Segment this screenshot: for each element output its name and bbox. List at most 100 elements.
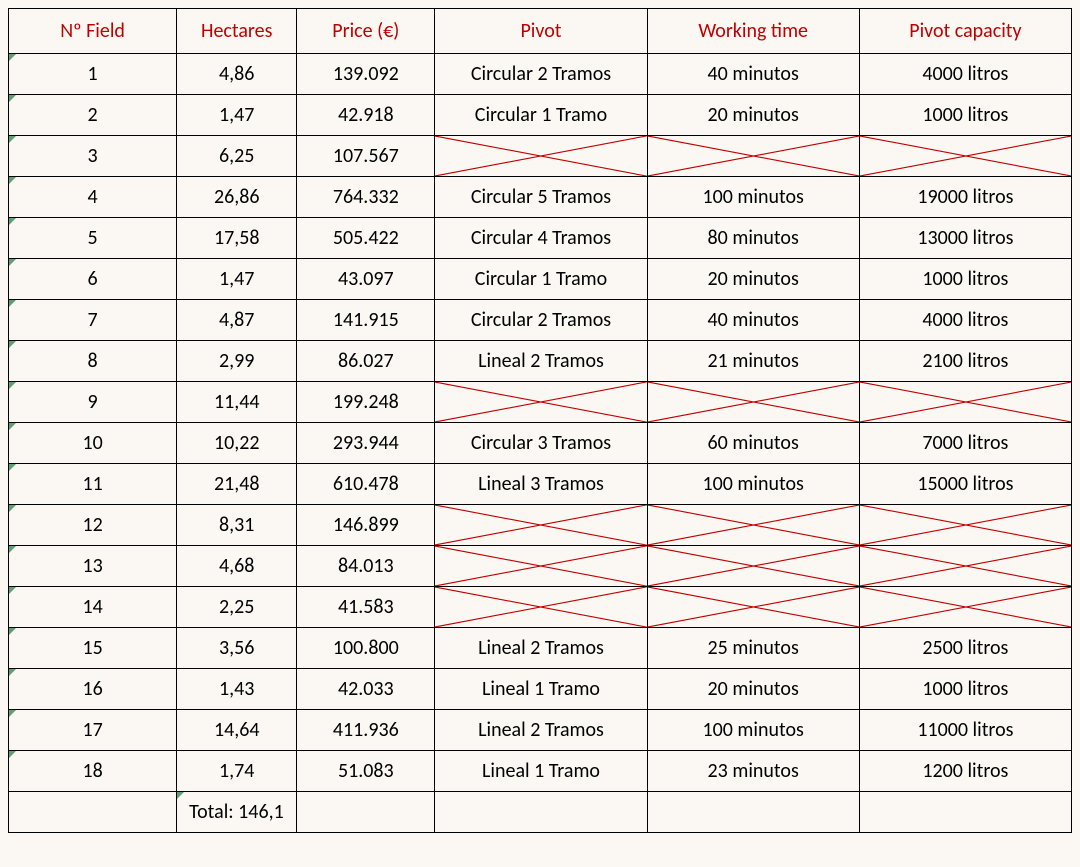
cell-capacity: 19000 litros: [859, 177, 1071, 218]
cell-empty: [9, 792, 177, 833]
fields-table: Nº Field Hectares Price (€) Pivot Workin…: [8, 8, 1072, 833]
cell-capacity: 1000 litros: [859, 669, 1071, 710]
cell-price: 43.097: [297, 259, 435, 300]
cell-price: 139.092: [297, 54, 435, 95]
table-header-row: Nº Field Hectares Price (€) Pivot Workin…: [9, 9, 1072, 54]
table-total-row: Total: 146,1: [9, 792, 1072, 833]
table-row: 161,4342.033Lineal 1 Tramo20 minutos1000…: [9, 669, 1072, 710]
cell-time: 40 minutos: [647, 300, 859, 341]
cell-capacity: 4000 litros: [859, 54, 1071, 95]
cell-time: [647, 587, 859, 628]
cell-pivot: Circular 1 Tramo: [435, 259, 647, 300]
table-row: 1010,22293.944Circular 3 Tramos60 minuto…: [9, 423, 1072, 464]
table-row: 426,86764.332Circular 5 Tramos100 minuto…: [9, 177, 1072, 218]
cell-price: 42.918: [297, 95, 435, 136]
cell-field: 8: [9, 341, 177, 382]
cell-pivot: [435, 382, 647, 423]
cell-hectares: 10,22: [177, 423, 297, 464]
cell-time: 80 minutos: [647, 218, 859, 259]
cell-field: 6: [9, 259, 177, 300]
cell-pivot: Circular 5 Tramos: [435, 177, 647, 218]
cell-total: Total: 146,1: [177, 792, 297, 833]
cell-pivot: Lineal 2 Tramos: [435, 710, 647, 751]
cell-pivot: [435, 136, 647, 177]
cell-capacity: 2500 litros: [859, 628, 1071, 669]
cell-pivot: Circular 2 Tramos: [435, 300, 647, 341]
cell-capacity: [859, 587, 1071, 628]
cell-price: 199.248: [297, 382, 435, 423]
cell-hectares: 11,44: [177, 382, 297, 423]
cell-price: 764.332: [297, 177, 435, 218]
cell-hectares: 17,58: [177, 218, 297, 259]
cell-capacity: 15000 litros: [859, 464, 1071, 505]
cell-hectares: 2,25: [177, 587, 297, 628]
cell-time: 21 minutos: [647, 341, 859, 382]
cell-price: 146.899: [297, 505, 435, 546]
cell-field: 12: [9, 505, 177, 546]
cell-capacity: 13000 litros: [859, 218, 1071, 259]
cell-hectares: 14,64: [177, 710, 297, 751]
cell-field: 15: [9, 628, 177, 669]
cell-hectares: 3,56: [177, 628, 297, 669]
table-row: 1714,64411.936Lineal 2 Tramos100 minutos…: [9, 710, 1072, 751]
cell-pivot: Lineal 2 Tramos: [435, 628, 647, 669]
cell-field: 14: [9, 587, 177, 628]
cell-capacity: 1000 litros: [859, 259, 1071, 300]
cell-time: [647, 505, 859, 546]
cell-field: 11: [9, 464, 177, 505]
cell-pivot: [435, 505, 647, 546]
cell-field: 10: [9, 423, 177, 464]
cell-field: 1: [9, 54, 177, 95]
cell-price: 41.583: [297, 587, 435, 628]
cell-pivot: Circular 3 Tramos: [435, 423, 647, 464]
cell-time: 100 minutos: [647, 464, 859, 505]
table-row: 61,4743.097Circular 1 Tramo20 minutos100…: [9, 259, 1072, 300]
cell-time: 100 minutos: [647, 710, 859, 751]
cell-field: 3: [9, 136, 177, 177]
cell-price: 505.422: [297, 218, 435, 259]
cell-capacity: 4000 litros: [859, 300, 1071, 341]
cell-pivot: [435, 587, 647, 628]
cell-capacity: [859, 505, 1071, 546]
cell-hectares: 1,43: [177, 669, 297, 710]
table-row: 21,4742.918Circular 1 Tramo20 minutos100…: [9, 95, 1072, 136]
cell-capacity: 1000 litros: [859, 95, 1071, 136]
table-body: 14,86139.092Circular 2 Tramos40 minutos4…: [9, 54, 1072, 833]
col-header-pivot: Pivot: [435, 9, 647, 54]
cell-time: 25 minutos: [647, 628, 859, 669]
cell-hectares: 26,86: [177, 177, 297, 218]
cell-time: 40 minutos: [647, 54, 859, 95]
cell-pivot: Circular 4 Tramos: [435, 218, 647, 259]
cell-capacity: 7000 litros: [859, 423, 1071, 464]
cell-price: 51.083: [297, 751, 435, 792]
cell-empty: [647, 792, 859, 833]
cell-hectares: 4,86: [177, 54, 297, 95]
cell-time: 20 minutos: [647, 95, 859, 136]
col-header-hectares: Hectares: [177, 9, 297, 54]
cell-capacity: 2100 litros: [859, 341, 1071, 382]
table-row: 517,58505.422Circular 4 Tramos80 minutos…: [9, 218, 1072, 259]
table-row: 1121,48610.478Lineal 3 Tramos100 minutos…: [9, 464, 1072, 505]
cell-pivot: Lineal 3 Tramos: [435, 464, 647, 505]
col-header-time: Working time: [647, 9, 859, 54]
cell-field: 4: [9, 177, 177, 218]
table-row: 134,6884.013: [9, 546, 1072, 587]
table-row: 181,7451.083Lineal 1 Tramo23 minutos1200…: [9, 751, 1072, 792]
cell-price: 411.936: [297, 710, 435, 751]
table-row: 128,31146.899: [9, 505, 1072, 546]
cell-field: 7: [9, 300, 177, 341]
cell-pivot: Circular 1 Tramo: [435, 95, 647, 136]
cell-time: 23 minutos: [647, 751, 859, 792]
cell-price: 42.033: [297, 669, 435, 710]
table-row: 36,25107.567: [9, 136, 1072, 177]
cell-pivot: Lineal 2 Tramos: [435, 341, 647, 382]
col-header-capacity: Pivot capacity: [859, 9, 1071, 54]
cell-hectares: 4,87: [177, 300, 297, 341]
cell-price: 141.915: [297, 300, 435, 341]
cell-empty: [859, 792, 1071, 833]
cell-time: 60 minutos: [647, 423, 859, 464]
cell-hectares: 1,74: [177, 751, 297, 792]
table-row: 74,87141.915Circular 2 Tramos40 minutos4…: [9, 300, 1072, 341]
cell-capacity: [859, 382, 1071, 423]
cell-field: 18: [9, 751, 177, 792]
